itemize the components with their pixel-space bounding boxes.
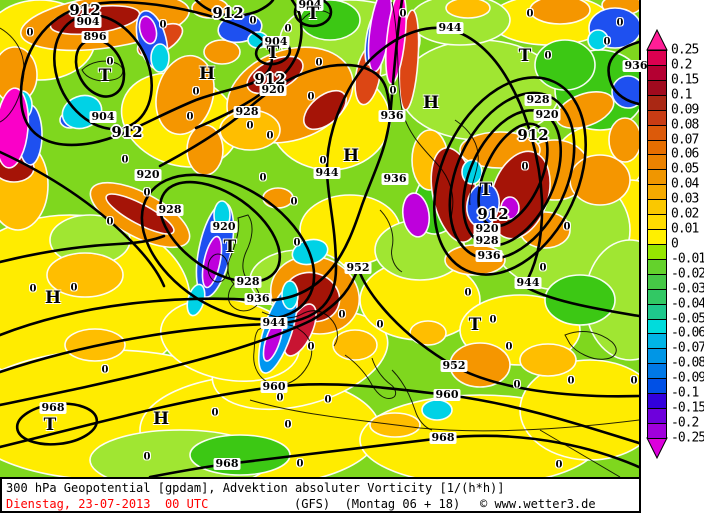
scale-tick-label: 0.25 xyxy=(671,42,699,58)
scale-cell xyxy=(647,408,667,424)
scale-tick-label: 0.2 xyxy=(671,57,693,73)
scale-tick-label: -0.01 xyxy=(671,251,704,267)
scale-tick-label: 0.06 xyxy=(671,146,699,162)
scale-tick-label: -0.08 xyxy=(671,355,704,371)
scale-cell xyxy=(647,229,667,245)
scale-cell xyxy=(647,184,667,201)
scale-cell xyxy=(647,333,667,350)
scale-tick-label: -0.15 xyxy=(671,400,704,416)
scale-tick-label: 0.01 xyxy=(671,221,699,237)
scale-cell xyxy=(647,79,667,96)
scale-cell xyxy=(647,169,667,186)
scale-tick-label: -0.09 xyxy=(671,370,704,386)
scale-arrow-up xyxy=(646,28,668,51)
scale-tick-label: 0.02 xyxy=(671,206,699,222)
scale-tick-label: 0.08 xyxy=(671,117,699,133)
scale-cell xyxy=(647,50,667,66)
scale-cell xyxy=(647,64,667,81)
scale-cell xyxy=(647,258,667,275)
scale-tick-label: 0 xyxy=(671,236,679,252)
scale-tick-label: -0.06 xyxy=(671,325,704,341)
scale-arrow-down xyxy=(646,437,668,460)
scale-tick-label: -0.05 xyxy=(671,311,704,327)
valid-time: Dienstag, 23-07-2013 00 UTC xyxy=(6,497,209,511)
scale-cell xyxy=(647,318,667,335)
scale-cell xyxy=(647,363,667,380)
scale-tick-label: 0.1 xyxy=(671,87,693,103)
scale-tick-label: -0.04 xyxy=(671,296,704,312)
scale-tick-label: 0.03 xyxy=(671,191,699,207)
scale-cell xyxy=(647,393,667,410)
scale-tick-label: -0.07 xyxy=(671,340,704,356)
scale-cell xyxy=(647,214,667,231)
scale-cell xyxy=(647,378,667,395)
scale-cell xyxy=(647,139,667,156)
scale-cell xyxy=(647,273,667,290)
scale-tick-label: 0.15 xyxy=(671,72,699,88)
scale-cell xyxy=(647,199,667,216)
scale-tick-label: -0.25 xyxy=(671,430,704,446)
scale-tick-label: 0.09 xyxy=(671,102,699,118)
scale-cell xyxy=(647,124,667,141)
scale-tick-label: 0.07 xyxy=(671,132,699,148)
scale-cell xyxy=(647,109,667,126)
scale-tick-label: 0.04 xyxy=(671,176,699,192)
scale-cell xyxy=(647,423,667,439)
scale-tick-label: -0.02 xyxy=(671,266,704,282)
scale-cell xyxy=(647,94,667,111)
caption-box: 300 hPa Geopotential [gpdam], Advektion … xyxy=(0,477,641,513)
scale-tick-label: -0.1 xyxy=(671,385,699,401)
scale-tick-label: -0.03 xyxy=(671,281,704,297)
scale-tick-label: -0.2 xyxy=(671,415,699,431)
scale-tick-label: 0.05 xyxy=(671,161,699,177)
copyright: © www.wetter3.de xyxy=(480,497,596,511)
scale-cell xyxy=(647,303,667,320)
map-canvas xyxy=(0,0,639,477)
geopotential-vorticity-map: 912 904 896 904 912 912 904 904 912 920 928 936 944 9… xyxy=(0,0,650,477)
scale-cell xyxy=(647,154,667,171)
coastlines xyxy=(0,1,639,477)
scale-cell xyxy=(647,243,667,260)
map-title: 300 hPa Geopotential [gpdam], Advektion … xyxy=(6,481,505,495)
scale-cell xyxy=(647,288,667,305)
scale-cell xyxy=(647,348,667,365)
model-info: (GFS) (Montag 06 + 18) xyxy=(294,497,461,511)
